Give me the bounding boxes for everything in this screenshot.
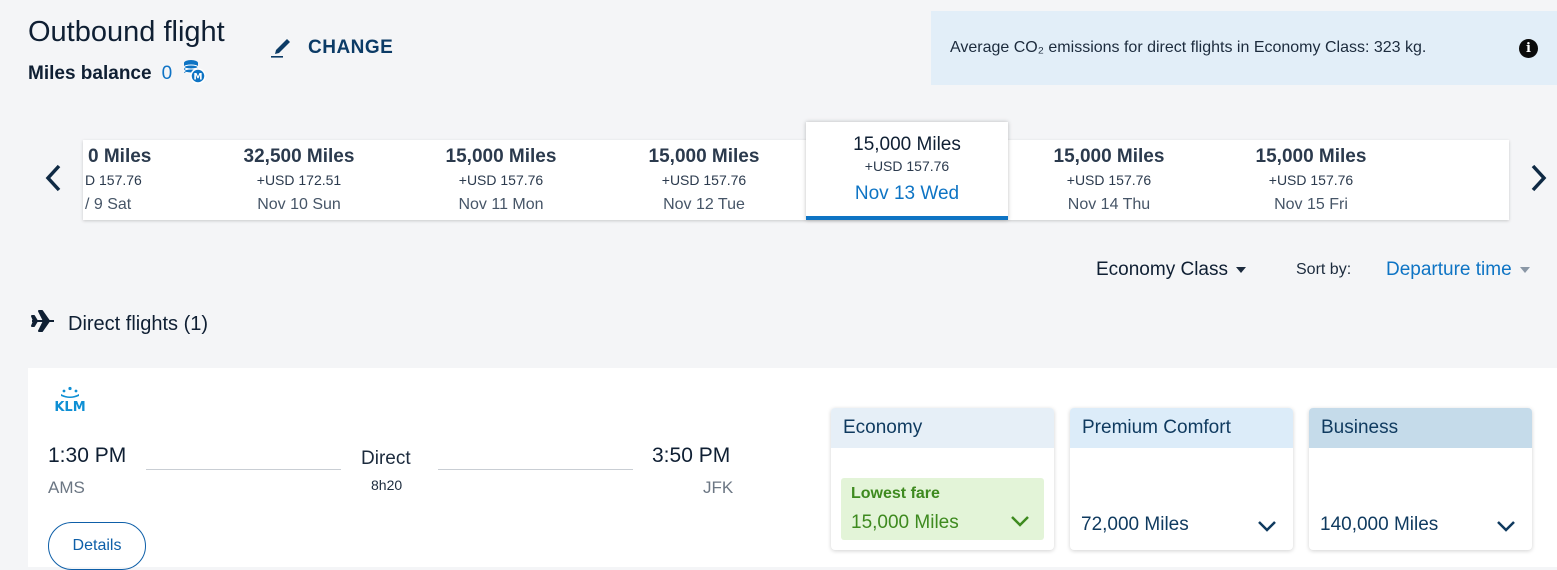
miles-coin-icon: M <box>182 58 206 90</box>
section-title: Direct flights (1) <box>68 312 209 335</box>
change-button[interactable]: CHANGE <box>270 32 393 64</box>
date-label: / 9 Sat <box>85 196 132 213</box>
departure-airport: AMS <box>48 478 85 497</box>
chevron-down-icon <box>1010 514 1030 532</box>
fare-premium-comfort[interactable]: Premium Comfort 72,000 Miles <box>1070 408 1293 550</box>
date-option[interactable]: 15,000 Miles +USD 157.76 Nov 15 Fri <box>1210 140 1412 220</box>
details-button[interactable]: Details <box>48 522 146 570</box>
date-selector: 0 Miles D 157.76 / 9 Sat 32,500 Miles +U… <box>83 140 1509 220</box>
date-miles: 0 Miles <box>88 146 152 167</box>
pencil-icon <box>270 32 296 64</box>
route-line <box>146 469 341 470</box>
fare-economy[interactable]: Economy Lowest fare 15,000 Miles <box>831 408 1054 550</box>
date-option[interactable]: 0 Miles D 157.76 / 9 Sat <box>83 140 165 220</box>
date-option[interactable]: 32,500 Miles +USD 172.51 Nov 10 Sun <box>198 140 400 220</box>
sort-dropdown[interactable]: Departure time <box>1386 259 1530 281</box>
route-line <box>438 469 633 470</box>
co2-text: Average CO₂ emissions for direct flights… <box>950 39 1427 56</box>
fare-name: Economy <box>831 408 1054 448</box>
date-usd: +USD 157.76 <box>864 158 950 174</box>
date-option[interactable]: 15,000 Miles +USD 157.76 Nov 12 Tue <box>603 140 805 220</box>
previous-dates-button[interactable] <box>38 160 68 200</box>
change-label: CHANGE <box>308 37 394 58</box>
chevron-down-icon <box>1257 514 1277 537</box>
miles-balance-label: Miles balance <box>28 63 152 84</box>
date-miles: 15,000 Miles <box>1255 146 1367 167</box>
departure-time: 1:30 PM <box>48 444 127 467</box>
date-label: Nov 15 Fri <box>1274 196 1348 213</box>
date-usd: +USD 172.51 <box>256 172 342 188</box>
date-label: Nov 13 Wed <box>854 183 960 204</box>
date-option-selected[interactable]: 15,000 Miles +USD 157.76 Nov 13 Wed <box>806 122 1008 220</box>
stops-label: Direct <box>361 448 411 469</box>
chevron-left-icon <box>44 163 62 198</box>
fare-price: 15,000 Miles <box>851 512 959 533</box>
caret-down-icon <box>1519 267 1530 273</box>
date-usd: +USD 157.76 <box>458 172 544 188</box>
cabin-class-value: Economy Class <box>1096 259 1228 280</box>
date-label: Nov 12 Tue <box>663 196 745 213</box>
svg-text:M: M <box>194 73 203 83</box>
lowest-fare-badge: Lowest fare 15,000 Miles <box>841 478 1044 540</box>
co2-notice: Average CO₂ emissions for direct flights… <box>931 11 1557 85</box>
flight-duration: 8h20 <box>371 477 403 493</box>
section-header: Direct flights (1) <box>30 309 208 339</box>
fare-name: Business <box>1309 408 1532 448</box>
fare-price: 72,000 Miles <box>1081 514 1189 535</box>
airline-logo: KLM <box>48 386 92 417</box>
sort-value: Departure time <box>1386 259 1512 280</box>
arrival-airport: JFK <box>703 478 734 497</box>
fare-name: Premium Comfort <box>1070 408 1293 448</box>
date-label: Nov 10 Sun <box>257 196 341 213</box>
date-miles: 15,000 Miles <box>853 134 961 155</box>
page-title: Outbound flight <box>28 16 225 48</box>
airplane-icon <box>30 309 56 339</box>
date-miles: 15,000 Miles <box>1053 146 1165 167</box>
arrival-time: 3:50 PM <box>652 444 731 467</box>
lowest-fare-label: Lowest fare <box>851 485 940 502</box>
airline-name: KLM <box>54 400 85 412</box>
date-miles: 15,000 Miles <box>648 146 760 167</box>
date-usd: D 157.76 <box>85 172 142 188</box>
date-option[interactable]: 15,000 Miles +USD 157.76 Nov 11 Mon <box>400 140 602 220</box>
date-option[interactable]: 15,000 Miles +USD 157.76 Nov 14 Thu <box>1008 140 1210 220</box>
date-usd: +USD 157.76 <box>1066 172 1152 188</box>
caret-down-icon <box>1236 267 1246 273</box>
date-miles: 15,000 Miles <box>445 146 557 167</box>
date-usd: +USD 157.76 <box>1268 172 1354 188</box>
date-miles: 32,500 Miles <box>243 146 355 167</box>
info-icon[interactable]: i <box>1519 39 1538 58</box>
miles-balance-value[interactable]: 0 <box>161 63 173 84</box>
sort-label: Sort by: <box>1296 261 1352 278</box>
next-dates-button[interactable] <box>1524 160 1554 200</box>
miles-balance: Miles balance 0 M <box>28 58 206 90</box>
flight-card: KLM 1:30 PM AMS Direct 8h20 3:50 PM JFK … <box>28 368 1557 570</box>
fare-business[interactable]: Business 140,000 Miles <box>1309 408 1532 550</box>
cabin-class-dropdown[interactable]: Economy Class <box>1096 259 1246 281</box>
chevron-down-icon <box>1496 514 1516 537</box>
fare-price: 140,000 Miles <box>1320 514 1439 535</box>
date-label: Nov 14 Thu <box>1067 196 1151 213</box>
date-label: Nov 11 Mon <box>458 196 544 213</box>
chevron-right-icon <box>1530 163 1548 198</box>
date-usd: +USD 157.76 <box>661 172 747 188</box>
